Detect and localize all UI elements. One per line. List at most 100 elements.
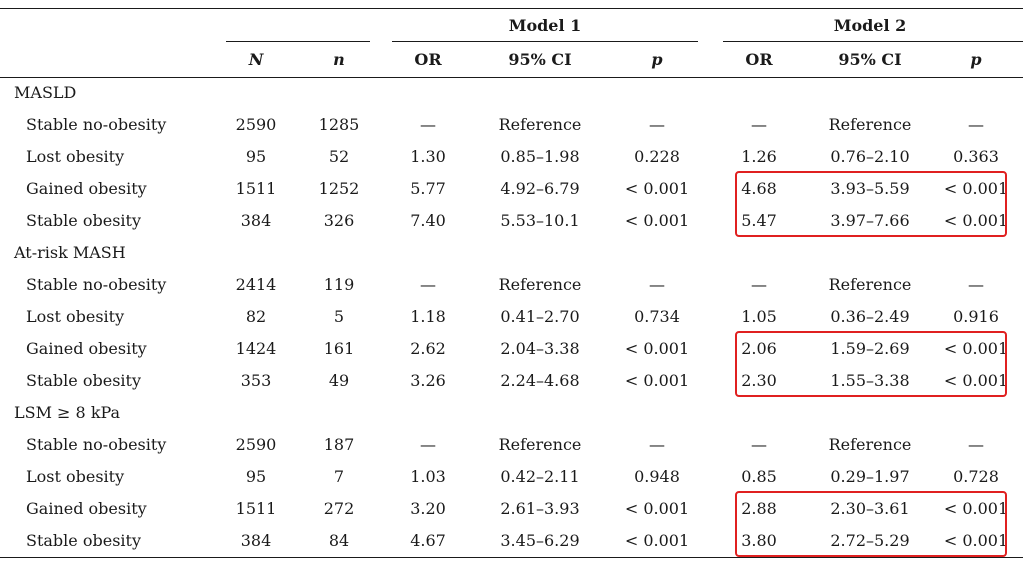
table-cell: < 0.001 [624,531,690,550]
table-cell: Reference [498,435,582,454]
table-cell: — [751,115,767,134]
table-cell: 1.30 [410,147,446,166]
table-cell: 187 [323,435,355,454]
table-cell: 0.85 [741,467,777,486]
table-cell: 0.41–2.70 [500,307,580,326]
table-cell: 1.18 [410,307,446,326]
row-label: Stable obesity [26,211,141,230]
section-title: At-risk MASH [14,243,126,262]
table-cell: 3.26 [410,371,446,390]
table-cell: 0.29–1.97 [830,467,910,486]
table-cell: — [649,435,665,454]
table-cell: 2.72–5.29 [830,531,910,550]
row-label: Gained obesity [26,499,147,518]
row-label: Lost obesity [26,307,125,326]
table-cell: 0.728 [953,467,999,486]
table-cell: 1.59–2.69 [830,339,910,358]
table-cell: 353 [240,371,272,390]
table-cell: 82 [245,307,267,326]
row-label: Stable obesity [26,531,141,550]
table-cell: 161 [323,339,355,358]
section-title: LSM ≥ 8 kPa [14,403,121,422]
row-label: Stable no-obesity [26,115,167,134]
table-cell: 1511 [235,499,277,518]
table-cell: < 0.001 [943,499,1009,518]
table-cell: 0.916 [953,307,999,326]
table-cell: 95 [245,467,267,486]
row-label: Gained obesity [26,339,147,358]
table-cell: Reference [498,275,582,294]
table-cell: — [420,435,436,454]
table-cell: 2.04–3.38 [500,339,580,358]
table-cell: 3.80 [741,531,777,550]
table-cell: 2590 [235,115,277,134]
table-cell: < 0.001 [624,211,690,230]
table-cell: Reference [828,435,912,454]
model2-header: Model 2 [833,16,907,35]
row-label: Gained obesity [26,179,147,198]
table-cell: < 0.001 [624,499,690,518]
model2-header-rule [723,41,1023,42]
table-cell: < 0.001 [943,531,1009,550]
table-cell: — [649,275,665,294]
column-header: 95% CI [838,50,902,69]
table-cell: 5.77 [410,179,446,198]
highlight-box [735,171,1007,237]
table-cell: 3.93–5.59 [830,179,910,198]
table-cell: 49 [328,371,350,390]
table-cell: 2.06 [741,339,777,358]
table-cell: < 0.001 [624,339,690,358]
table-cell: — [420,115,436,134]
row-label: Stable no-obesity [26,275,167,294]
table-cell: 5.47 [741,211,777,230]
table-cell: 7 [333,467,345,486]
table-cell: 384 [240,211,272,230]
column-header: OR [745,50,773,69]
table-cell: < 0.001 [943,371,1009,390]
table-cell: 0.363 [953,147,999,166]
table-cell: 95 [245,147,267,166]
table-cell: 0.734 [634,307,680,326]
table-cell: < 0.001 [624,371,690,390]
table-cell: < 0.001 [624,179,690,198]
highlight-box [735,491,1007,557]
row-label: Lost obesity [26,467,125,486]
n-header-rule [226,41,370,42]
table-cell: — [968,275,984,294]
table-cell: 3.45–6.29 [500,531,580,550]
table-cell: 5.53–10.1 [500,211,580,230]
row-label: Stable no-obesity [26,435,167,454]
table-cell: < 0.001 [943,211,1009,230]
table-cell: 2590 [235,435,277,454]
column-header: n [333,50,345,69]
table-cell: 1.03 [410,467,446,486]
column-header: p [651,50,663,69]
table-cell: 5 [333,307,345,326]
column-header: OR [414,50,442,69]
table-cell: Reference [828,275,912,294]
highlight-box [735,331,1007,397]
table-cell: 52 [328,147,350,166]
table-cell: 2.88 [741,499,777,518]
table-cell: — [751,275,767,294]
table-cell: — [751,435,767,454]
table-cell: 0.36–2.49 [830,307,910,326]
table-cell: — [420,275,436,294]
column-header: N [248,50,264,69]
table-cell: 4.67 [410,531,446,550]
bottom-rule [0,557,1023,558]
model1-header-rule [392,41,698,42]
table-cell: — [649,115,665,134]
table-cell: 272 [323,499,355,518]
table-cell: 4.68 [741,179,777,198]
table-cell: 4.92–6.79 [500,179,580,198]
table-cell: 1252 [318,179,360,198]
model1-header: Model 1 [508,16,582,35]
table-cell: 3.20 [410,499,446,518]
table-cell: Reference [828,115,912,134]
table-cell: 3.97–7.66 [830,211,910,230]
table-cell: 2.30 [741,371,777,390]
table-cell: 0.948 [634,467,680,486]
table-cell: 84 [328,531,350,550]
table-cell: 7.40 [410,211,446,230]
